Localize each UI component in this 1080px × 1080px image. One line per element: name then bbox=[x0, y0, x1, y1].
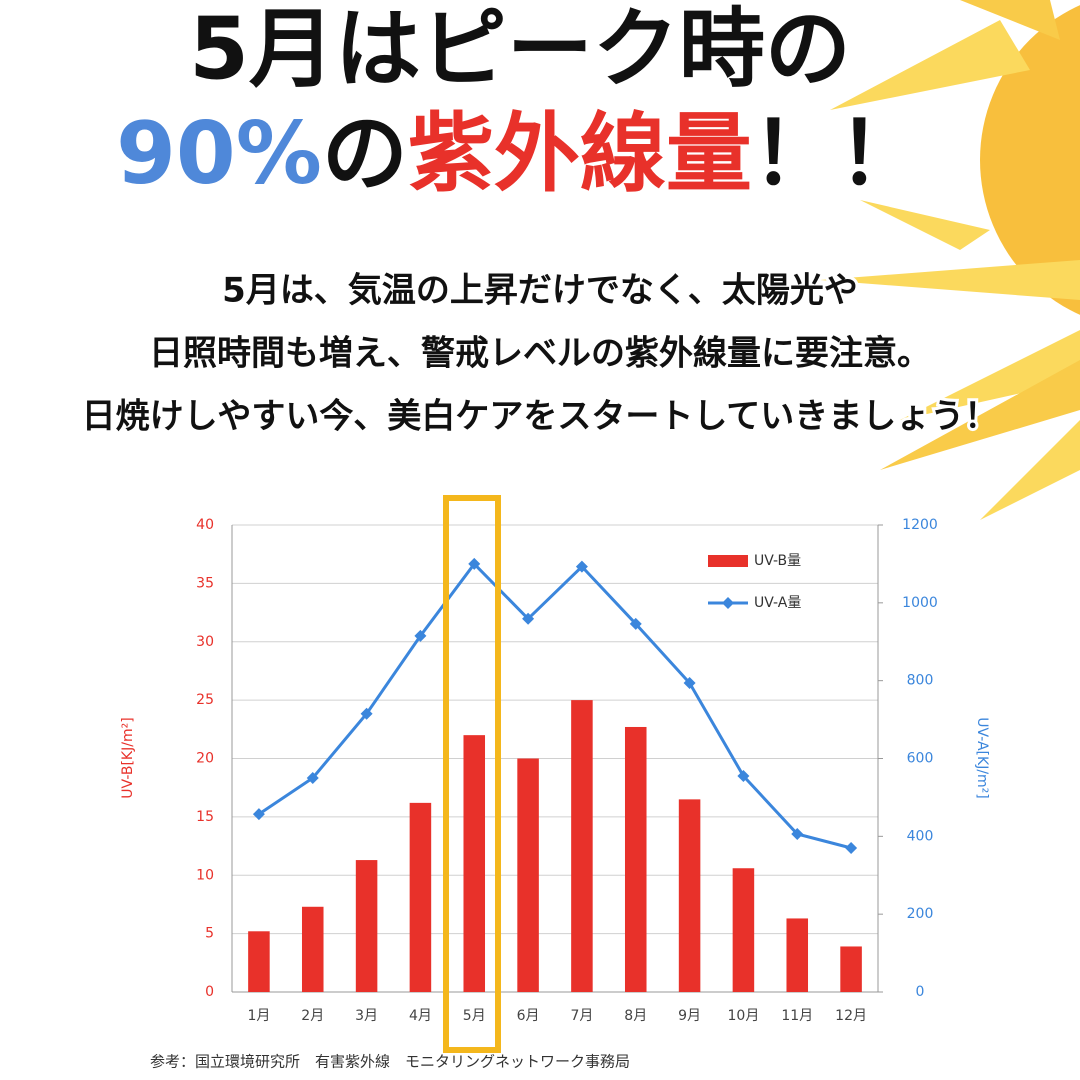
bar bbox=[786, 918, 809, 992]
highlight-box bbox=[443, 495, 501, 1053]
body-text: 日照時間も増え、警戒レベルの紫外線量に要注意。 bbox=[149, 334, 931, 374]
line-marker bbox=[414, 629, 427, 642]
bar bbox=[678, 799, 701, 992]
x-tick-label: 7月 bbox=[570, 1008, 593, 1024]
y2-tick-label: 800 bbox=[907, 673, 934, 689]
bar bbox=[355, 860, 378, 992]
legend-swatch bbox=[722, 597, 734, 609]
body-text: 5月は、気温の上昇だけでなく、太陽光や bbox=[222, 271, 858, 311]
x-tick-label: 8月 bbox=[624, 1008, 647, 1024]
bar bbox=[571, 700, 593, 992]
x-tick-label: 12月 bbox=[835, 1008, 867, 1024]
y-tick-label: 10 bbox=[196, 867, 214, 883]
bar bbox=[840, 946, 862, 992]
sun-decoration bbox=[820, 0, 1080, 520]
line-marker bbox=[845, 842, 858, 855]
line-marker bbox=[252, 808, 265, 821]
y-tick-label: 35 bbox=[196, 575, 214, 591]
line-marker bbox=[683, 677, 696, 690]
x-tick-label: 9月 bbox=[678, 1008, 701, 1024]
y2-tick-label: 1200 bbox=[902, 517, 938, 533]
y-tick-label: 5 bbox=[205, 926, 214, 942]
y2-tick-label: 200 bbox=[907, 906, 934, 922]
headline-text: ！！ bbox=[752, 104, 924, 204]
x-tick-label: 6月 bbox=[517, 1008, 540, 1024]
x-tick-label: 3月 bbox=[355, 1008, 378, 1024]
bar bbox=[409, 802, 432, 992]
headline-highlight: 紫外線量 bbox=[408, 104, 752, 204]
line-marker bbox=[575, 560, 588, 573]
y2-tick-label: 600 bbox=[907, 751, 934, 767]
y2-tick-label: 1000 bbox=[902, 595, 938, 611]
legend-label: UV-B量 bbox=[754, 553, 801, 569]
y-tick-label: 0 bbox=[205, 984, 214, 1000]
y-tick-label: 15 bbox=[196, 809, 214, 825]
bar bbox=[624, 726, 647, 992]
y2-axis-title: UV-A[KJ/m²] bbox=[974, 717, 990, 799]
line-marker bbox=[522, 612, 535, 625]
headline-text: の bbox=[322, 104, 408, 204]
source-note: 参考：国立環境研究所 有害紫外線 モニタリングネットワーク事務局 bbox=[150, 1053, 630, 1071]
line bbox=[258, 561, 852, 850]
x-tick-label: 4月 bbox=[409, 1008, 432, 1024]
line-marker bbox=[468, 557, 481, 570]
headline-percent: 90% bbox=[116, 104, 322, 204]
line-marker bbox=[306, 771, 319, 784]
headline: 5月はピーク時の bbox=[189, 0, 851, 99]
x-tick-label: 11月 bbox=[781, 1008, 813, 1024]
legend-label: UV-A量 bbox=[754, 595, 801, 611]
bar bbox=[732, 868, 755, 992]
x-tick-label: 5月 bbox=[463, 1008, 486, 1024]
y-tick-label: 40 bbox=[196, 517, 214, 533]
y2-tick-label: 400 bbox=[907, 828, 934, 844]
y2-tick-label: 0 bbox=[916, 984, 925, 1000]
x-tick-label: 1月 bbox=[247, 1008, 270, 1024]
y-axis-title: UV-B[KJ/m²] bbox=[120, 717, 136, 798]
y-tick-label: 25 bbox=[196, 692, 214, 708]
line-marker bbox=[791, 827, 804, 840]
line-marker bbox=[360, 707, 373, 720]
x-tick-label: 10月 bbox=[728, 1008, 760, 1024]
line-marker bbox=[737, 770, 750, 783]
line-marker bbox=[629, 617, 642, 630]
headline: 90%の紫外線量！！ bbox=[116, 104, 924, 204]
x-tick-label: 2月 bbox=[301, 1008, 324, 1024]
legend-swatch bbox=[708, 555, 748, 567]
bar bbox=[517, 758, 539, 992]
y-tick-label: 20 bbox=[196, 751, 214, 767]
bar bbox=[301, 906, 324, 992]
bar bbox=[463, 735, 486, 992]
y-tick-label: 30 bbox=[196, 634, 214, 650]
bar bbox=[248, 931, 270, 992]
body-text: 日焼けしやすい今、美白ケアをスタートしていきましょう！ bbox=[82, 397, 999, 437]
